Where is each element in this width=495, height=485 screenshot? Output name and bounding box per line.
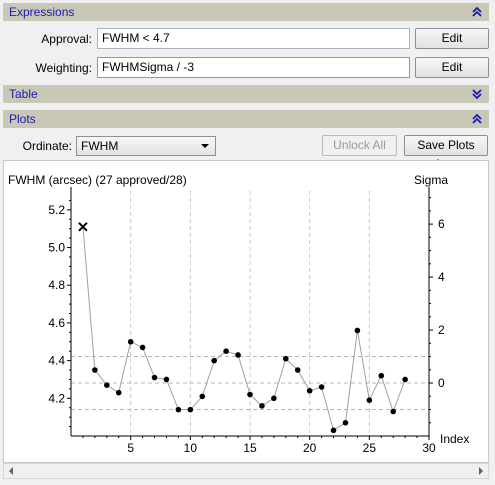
bottom-tick-label: 5 [127,441,134,455]
series-line-segment [94,369,108,386]
series-line-segment [392,379,406,412]
plots-header[interactable]: Plots [3,110,489,128]
series-line-segment [356,330,370,401]
series-line-segment [142,347,155,378]
approval-field[interactable]: FWHM < 4.7 [97,28,410,49]
expand-chevron-icon[interactable] [471,88,483,100]
series-line-segment [344,330,358,423]
fwhm-chart[interactable]: FWHM (arcsec) (27 approved/28) Sigma Ind… [4,161,488,462]
bottom-tick-label: 30 [422,441,436,455]
chart-title: FWHM (arcsec) (27 approved/28) [8,173,187,187]
data-point [127,338,134,345]
scroll-right-icon[interactable] [479,467,483,475]
scroll-left-icon[interactable] [9,467,13,475]
left-tick-label: 4.6 [48,316,65,330]
series-line-segment [201,360,215,397]
data-point [366,397,373,403]
right-tick-label: 0 [438,376,445,390]
unlock-all-button[interactable]: Unlock All [322,135,397,156]
plot-panel[interactable]: FWHM (arcsec) (27 approved/28) Sigma Ind… [3,160,489,463]
collapse-chevron-icon[interactable] [471,113,483,125]
data-point [139,344,146,351]
data-point [402,376,408,383]
bottom-tick-label: 25 [363,441,377,455]
data-point [378,372,385,379]
series-line-segment [321,386,335,431]
data-point [306,387,313,394]
data-point [115,389,122,396]
rejected-point-marker [78,222,88,232]
series-line-segment [237,354,251,395]
approval-edit-button[interactable]: Edit [415,28,489,49]
data-point [271,395,277,402]
data-point [211,357,217,364]
data-point [175,406,182,413]
left-tick-label: 5.0 [48,241,65,255]
data-point [342,420,349,426]
expressions-header-label: Expressions [9,5,75,19]
weighting-field[interactable]: FWHMSigma / -3 [97,57,410,78]
series-line-segment [82,226,96,371]
x-axis-label: Index [440,432,469,446]
approval-label: Approval: [41,32,92,46]
ordinate-label: Ordinate: [22,139,72,153]
collapse-chevron-icon[interactable] [471,6,483,18]
left-tick-label: 5.2 [48,203,65,217]
right-tick-label: 6 [438,217,445,231]
data-point [151,374,158,381]
ordinate-select-value: FWHM [81,139,119,153]
data-point [187,406,194,413]
table-header[interactable]: Table [3,85,489,103]
bottom-tick-label: 20 [303,441,317,455]
table-header-label: Table [9,87,38,101]
data-point [104,382,110,388]
data-point [223,348,229,354]
series-line-segment [166,379,179,410]
left-tick-label: 4.2 [48,391,65,405]
left-tick-label: 4.8 [48,278,65,292]
series-line-segment [273,358,287,399]
bottom-tick-label: 10 [184,441,198,455]
data-point [92,367,98,373]
right-tick-label: 4 [438,270,445,284]
chevron-down-icon [201,144,209,148]
right-tick-label: 2 [438,323,445,337]
data-point [235,352,241,358]
weighting-label: Weighting: [35,61,92,75]
plots-header-label: Plots [9,112,36,126]
data-point [199,393,206,400]
series-line-segment [368,375,382,401]
series-line-segment [118,341,132,393]
data-point [294,367,301,373]
horizontal-scrollbar[interactable] [3,463,489,479]
series-line-segment [189,396,203,410]
data-point [247,391,253,398]
ordinate-select[interactable]: FWHM [76,136,216,156]
left-tick-label: 4.4 [48,354,65,368]
right-axis-label: Sigma [414,173,448,187]
data-point [283,355,289,362]
data-point [163,376,170,383]
weighting-edit-button[interactable]: Edit [415,57,489,78]
data-point [330,427,337,434]
series-line-segment [380,375,394,412]
data-point [354,327,361,334]
data-point [259,403,265,409]
data-point [318,384,325,390]
save-plots-button[interactable]: Save Plots As... [404,135,488,171]
series-line-segment [297,369,311,392]
expressions-header[interactable]: Expressions [3,3,489,21]
bottom-tick-label: 15 [243,441,257,455]
data-point [390,408,397,415]
